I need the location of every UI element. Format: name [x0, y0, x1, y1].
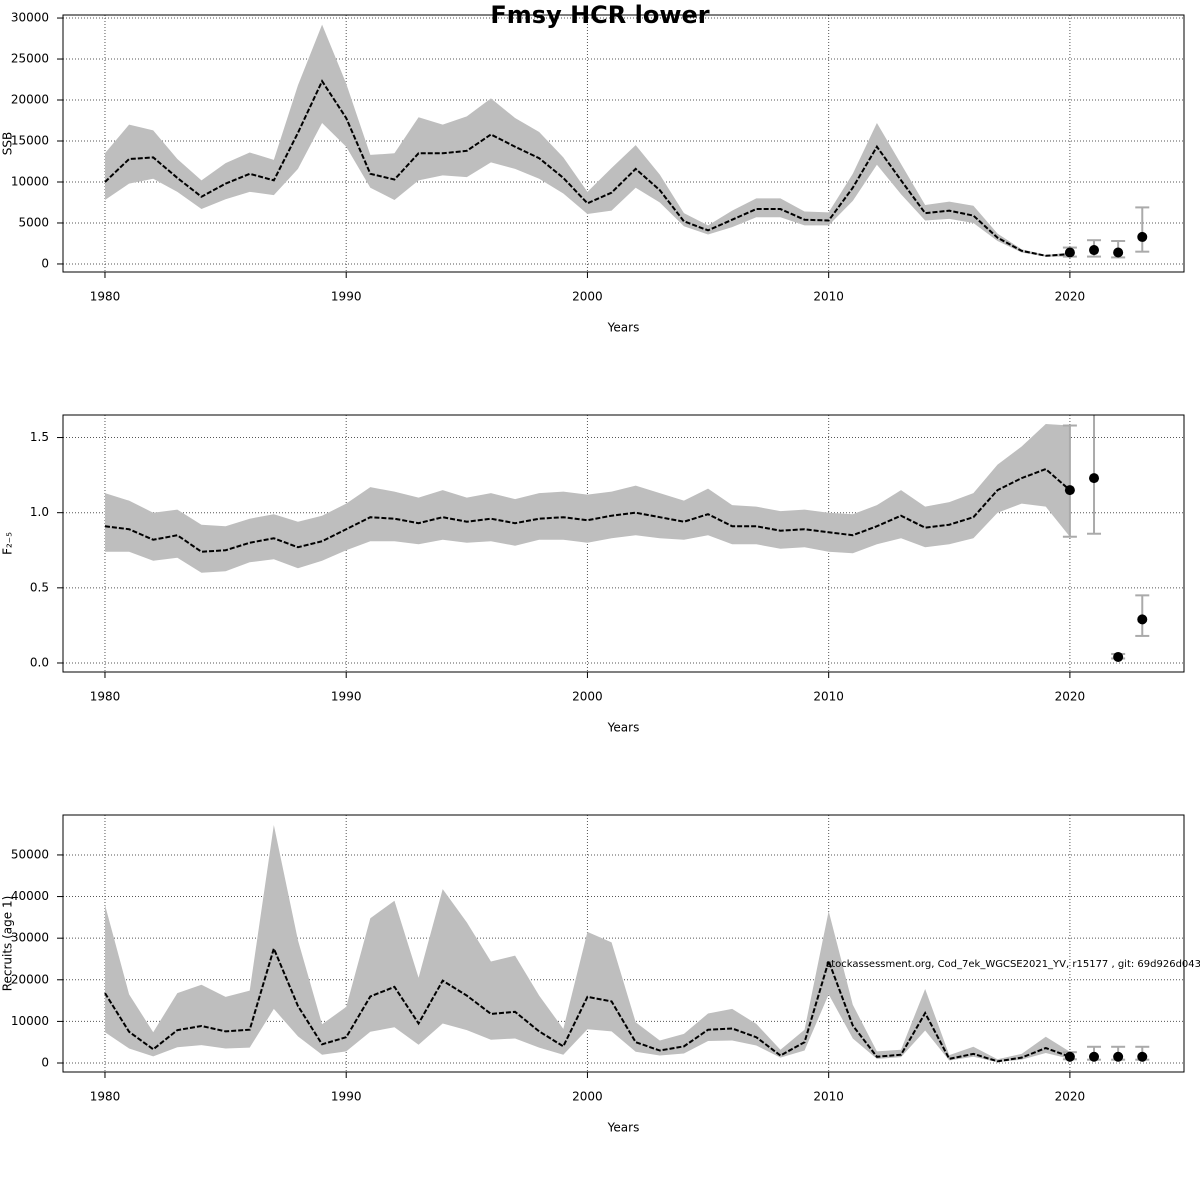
y-tick-label: 20000 — [11, 972, 49, 986]
annotation: stockassessment.org, Cod_7ek_WGCSE2021_Y… — [826, 959, 1200, 970]
forecast-point — [1137, 1051, 1148, 1062]
y-tick-label: 0 — [41, 1056, 49, 1070]
x-tick-label: 2000 — [572, 290, 603, 304]
confidence-band — [104, 24, 1070, 257]
panel: 1980 1990 2000 2010 2020 0.0 0.5 1.0 1.5 Years F₂₋… — [1, 414, 1185, 735]
y-tick-label: 10000 — [11, 174, 49, 188]
x-tick-label: 1990 — [331, 290, 362, 304]
x-tick-label: 1980 — [90, 690, 121, 704]
y-tick-label: 5000 — [18, 215, 49, 229]
plot-frame — [62, 14, 1185, 273]
confidence-band — [104, 424, 1070, 573]
y-axis-label: SSB — [1, 132, 15, 155]
y-tick-label: 30000 — [11, 931, 49, 945]
forecast-point — [1113, 247, 1124, 258]
x-axis-label: Years — [607, 321, 640, 335]
forecast-point — [1137, 231, 1148, 242]
y-tick-label: 50000 — [11, 847, 49, 861]
figure-title: Fmsy HCR lower — [490, 1, 709, 29]
panel: 1980 1990 2000 2010 2020 0 5000 10000 15000 20000… — [1, 11, 1185, 335]
x-tick-label: 2010 — [813, 1090, 844, 1104]
x-axis-label: Years — [607, 721, 640, 735]
x-tick-label: 2000 — [572, 690, 603, 704]
forecast-point — [1113, 651, 1124, 662]
forecast-point — [1089, 245, 1100, 256]
forecast-point — [1064, 247, 1075, 258]
estimate-line — [104, 79, 1070, 257]
forecast-point — [1089, 473, 1100, 484]
x-tick-label: 2020 — [1055, 1090, 1086, 1104]
error-bar — [1135, 206, 1150, 253]
plot-area — [63, 415, 1184, 672]
y-tick-label: 1.5 — [30, 430, 49, 444]
estimate-line — [104, 467, 1071, 553]
plot-frame — [62, 414, 1185, 673]
forecast-point — [1064, 485, 1075, 496]
forecast-point — [1113, 1051, 1124, 1062]
x-tick-label: 1980 — [90, 1090, 121, 1104]
y-tick-label: 15000 — [11, 133, 49, 147]
y-tick-label: 20000 — [11, 93, 49, 107]
error-bar — [1087, 415, 1102, 535]
plot-area — [63, 15, 1184, 272]
y-axis-label: Recruits (age 1) — [1, 896, 15, 992]
forecast-point — [1064, 1051, 1075, 1062]
y-axis-label: F₂₋₅ — [1, 532, 15, 555]
y-tick-label: 25000 — [11, 52, 49, 66]
x-tick-label: 1980 — [90, 290, 121, 304]
x-tick-label: 1990 — [331, 690, 362, 704]
x-axis-label: Years — [607, 1121, 640, 1135]
y-tick-label: 40000 — [11, 889, 49, 903]
x-tick-label: 2000 — [572, 1090, 603, 1104]
forecast-point — [1137, 614, 1148, 625]
confidence-band — [104, 824, 1070, 1063]
forecast-point — [1089, 1051, 1100, 1062]
plot-frame — [62, 814, 1185, 1073]
plot-area — [63, 815, 1184, 1072]
y-tick-label: 10000 — [11, 1014, 49, 1028]
error-bar — [1062, 424, 1077, 538]
x-tick-label: 2010 — [813, 290, 844, 304]
x-tick-label: 2020 — [1055, 690, 1086, 704]
estimate-line — [104, 945, 1071, 1063]
x-tick-label: 1990 — [331, 1090, 362, 1104]
y-tick-label: 0.0 — [30, 655, 49, 669]
y-tick-label: 0.5 — [30, 580, 49, 594]
y-tick-label: 30000 — [11, 11, 49, 25]
x-tick-label: 2020 — [1055, 290, 1086, 304]
y-tick-label: 0 — [41, 256, 49, 270]
x-tick-label: 2010 — [813, 690, 844, 704]
y-tick-label: 1.0 — [30, 505, 49, 519]
panel: 1980 1990 2000 2010 2020 0 10000 20000 30000 4000… — [1, 814, 1185, 1135]
